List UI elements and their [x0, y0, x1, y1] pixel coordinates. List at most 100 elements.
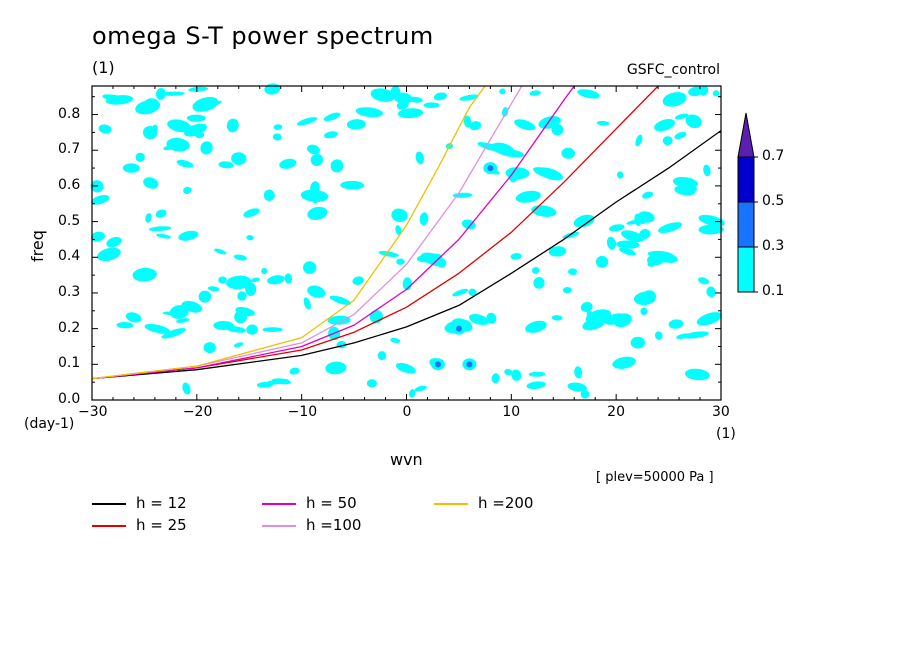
curve-h100	[92, 86, 523, 380]
contour-blob	[567, 382, 587, 392]
contour-blob	[346, 119, 366, 130]
contour-blob	[662, 92, 687, 107]
contour-blob	[562, 286, 572, 294]
contour-blob	[323, 112, 341, 122]
contour-blob	[262, 327, 283, 333]
contour-blob	[463, 115, 472, 128]
y-unit-label: (day-1)	[24, 416, 75, 432]
colorbar-arrow	[737, 112, 755, 158]
contour-peak	[455, 325, 462, 332]
y-tick-label: 0.8	[58, 105, 81, 122]
contour-blob	[595, 255, 609, 268]
contour-blob	[207, 286, 220, 292]
legend-swatch	[92, 525, 126, 527]
contour-blob	[366, 379, 377, 388]
contour-blob	[533, 167, 560, 180]
contour-blob	[182, 382, 191, 395]
contour-blob	[390, 337, 401, 344]
contour-blob	[167, 119, 192, 133]
x-tick-label: 20	[607, 404, 625, 420]
contour-blob	[712, 90, 720, 97]
contour-blob	[264, 83, 281, 95]
contour-blob	[214, 248, 227, 255]
contour-blob	[233, 342, 244, 348]
contour-blob	[515, 190, 541, 203]
contour-blob	[706, 286, 716, 298]
contour-blob	[250, 277, 260, 283]
contour-blob	[307, 206, 328, 220]
contour-blob	[169, 305, 189, 319]
contour-blob	[303, 261, 317, 274]
legend-swatch	[262, 525, 296, 527]
contour-blob	[352, 276, 364, 285]
x-axis-label: wvn	[390, 450, 423, 469]
contour-blob	[377, 351, 387, 361]
contour-blob	[272, 133, 282, 141]
contour-blob	[378, 251, 399, 257]
contour-blob	[310, 153, 324, 166]
contour-blob	[668, 319, 684, 329]
contour-blob	[161, 328, 186, 339]
contour-blob	[218, 161, 234, 169]
contour-blob	[496, 148, 525, 158]
x-tick-label: −20	[182, 404, 213, 420]
contour-blob	[391, 208, 408, 223]
contour-blob	[166, 137, 190, 152]
contour-blob	[685, 114, 702, 129]
contour-blob	[688, 86, 704, 97]
legend-swatch	[92, 503, 126, 505]
contour-blob	[469, 121, 482, 131]
y-tick-label: 0.4	[58, 248, 81, 265]
contour-blob	[510, 253, 522, 260]
contour-blob	[226, 275, 252, 290]
legend-entry: h =100	[306, 516, 362, 534]
contour-blob	[188, 86, 209, 92]
colorbar-segment	[737, 156, 755, 203]
contour-blob	[504, 368, 513, 376]
contour-blob	[452, 288, 469, 297]
colorbar	[737, 112, 758, 293]
contour-blob	[414, 385, 427, 392]
contour-blob	[155, 209, 167, 218]
contour-blob	[420, 252, 447, 267]
contour-peak	[434, 361, 441, 368]
x-tick-label: −30	[78, 404, 108, 420]
contour-blob	[198, 290, 212, 303]
contour-blob	[243, 208, 260, 218]
contour-blob	[526, 381, 546, 390]
contour-blob	[256, 381, 273, 388]
contour-blob	[395, 225, 402, 236]
contour-blob	[184, 123, 207, 137]
contour-blob	[237, 291, 247, 301]
contour-blob	[647, 250, 673, 258]
y-tick-label: 0.0	[58, 391, 81, 407]
contour-blob	[330, 159, 344, 173]
contour-blob	[213, 320, 234, 331]
contour-blob	[499, 88, 506, 95]
contour-blob	[226, 118, 239, 133]
contour-blob	[245, 282, 257, 297]
contour-blob	[561, 147, 575, 159]
x-tick-label: 10	[502, 404, 521, 420]
contour-blob	[621, 230, 645, 243]
contour-blob	[105, 95, 134, 105]
dispersion-curves	[92, 86, 721, 380]
contour-blob	[116, 321, 134, 329]
contour-blob	[461, 219, 476, 230]
contour-blob	[98, 124, 112, 134]
contour-blob	[246, 324, 258, 335]
contour-blob	[682, 331, 709, 339]
contour-blob	[698, 214, 725, 227]
case-label: GSFC_control	[626, 62, 720, 78]
contour-blob	[574, 366, 583, 379]
contour-blob	[395, 362, 416, 374]
x-tick-label: 0	[402, 404, 412, 420]
contour-blob	[340, 180, 365, 190]
contour-blob	[511, 369, 522, 381]
contour-blob	[616, 171, 624, 179]
contour-blob	[156, 233, 172, 239]
legend-entry: h = 12	[136, 494, 187, 512]
contour-blob	[325, 361, 347, 375]
contour-blob	[658, 222, 683, 233]
contour-blob	[135, 99, 161, 115]
